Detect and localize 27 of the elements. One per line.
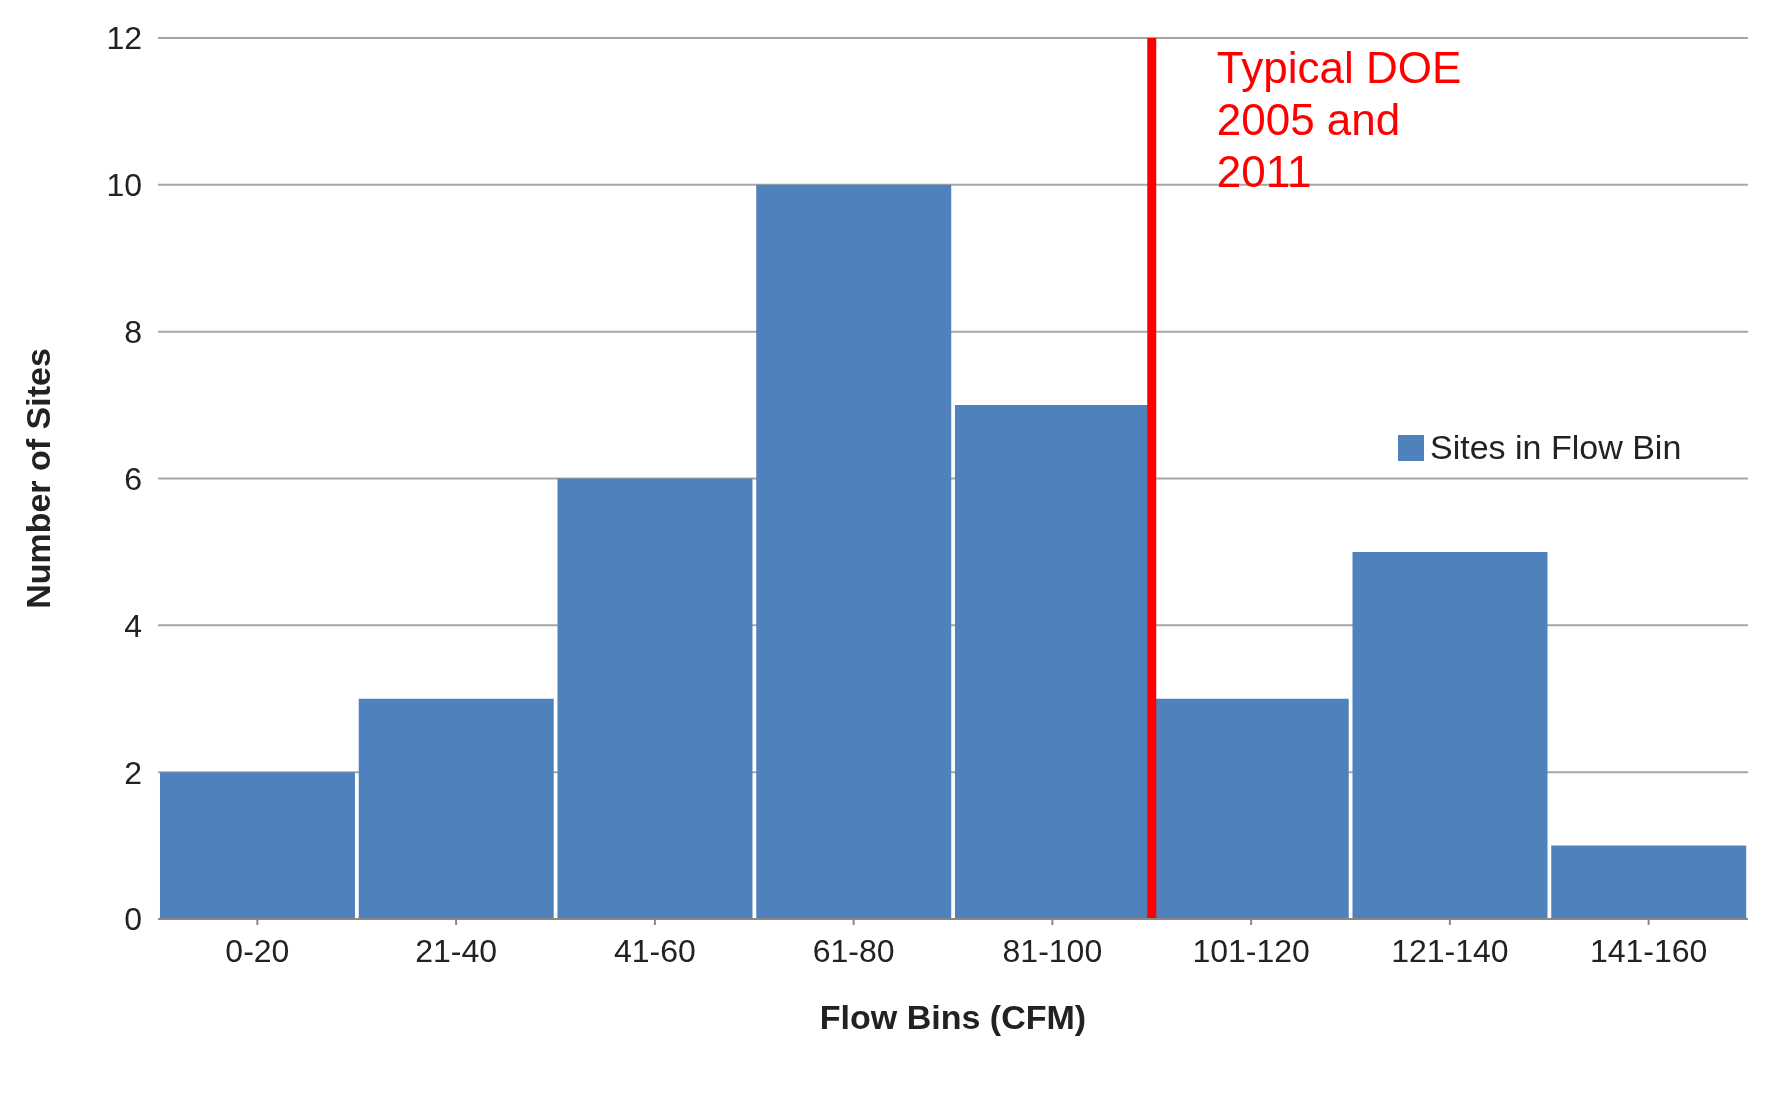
x-tick-label: 81-100 bbox=[1002, 932, 1103, 969]
bar bbox=[954, 405, 1150, 919]
ref-line-label: Typical DOE 2005 and 2011 bbox=[1216, 43, 1462, 196]
bar bbox=[358, 698, 554, 919]
bar bbox=[1551, 845, 1747, 919]
y-tick-label: 8 bbox=[124, 314, 142, 351]
y-tick-label: 12 bbox=[106, 20, 142, 57]
bar bbox=[159, 772, 355, 919]
y-tick-label: 2 bbox=[124, 754, 142, 791]
x-tick-label: 41-60 bbox=[613, 932, 696, 969]
y-tick-label: 4 bbox=[124, 607, 142, 644]
bar bbox=[1352, 551, 1548, 919]
x-tick-label: 121-140 bbox=[1391, 932, 1509, 969]
x-tick-label: 0-20 bbox=[225, 932, 290, 969]
y-tick-label: 0 bbox=[124, 901, 142, 938]
x-axis-title: Flow Bins (CFM) bbox=[819, 998, 1087, 1036]
x-tick-label: 61-80 bbox=[812, 932, 895, 969]
x-tick-label: 21-40 bbox=[415, 932, 498, 969]
y-axis-title: Number of Sites bbox=[19, 348, 58, 609]
y-tick-label: 6 bbox=[124, 460, 142, 497]
bar bbox=[557, 478, 753, 919]
bar bbox=[1153, 698, 1349, 919]
legend-label: Sites in Flow Bin bbox=[1429, 428, 1683, 467]
x-tick-label: 141-160 bbox=[1589, 932, 1708, 969]
y-tick-label: 10 bbox=[106, 167, 142, 204]
bar bbox=[756, 184, 952, 919]
x-tick-label: 101-120 bbox=[1192, 932, 1310, 969]
